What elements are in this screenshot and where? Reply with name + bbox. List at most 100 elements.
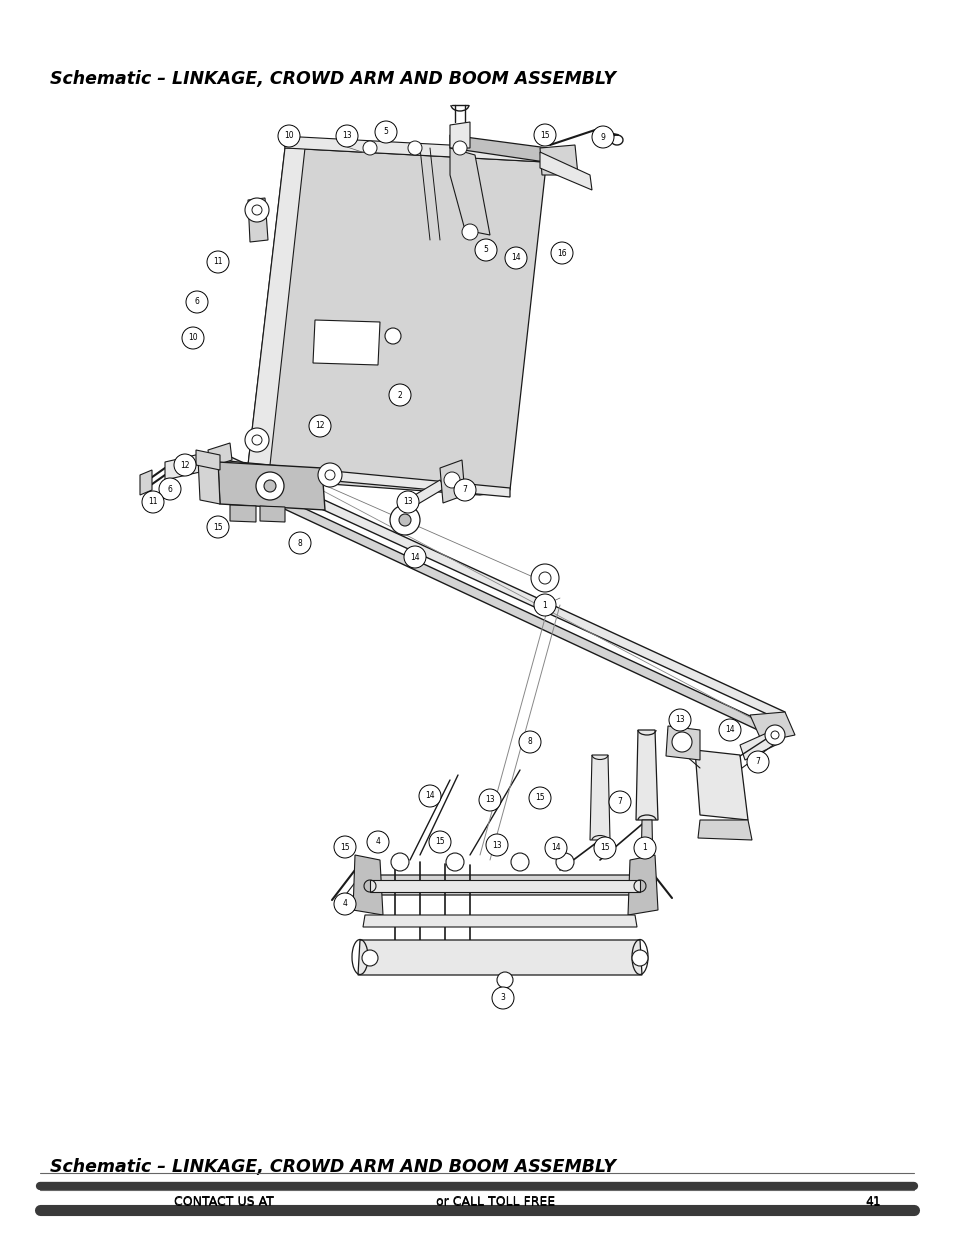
Circle shape [719,719,740,741]
Polygon shape [665,726,700,760]
Polygon shape [749,713,794,742]
Text: 15: 15 [599,844,609,852]
Circle shape [764,725,784,745]
Polygon shape [260,506,285,522]
Circle shape [159,478,181,500]
Text: 14: 14 [425,792,435,800]
Circle shape [391,853,409,871]
Circle shape [671,732,691,752]
Circle shape [453,141,467,156]
Circle shape [264,480,275,492]
Text: 4: 4 [375,837,380,846]
Polygon shape [695,750,747,820]
Text: 14: 14 [410,552,419,562]
Circle shape [511,853,529,871]
Circle shape [375,121,396,143]
Circle shape [277,125,299,147]
Circle shape [497,972,513,988]
Text: 1: 1 [642,844,647,852]
Polygon shape [214,459,510,496]
Text: 10: 10 [188,333,197,342]
Text: 16: 16 [557,248,566,258]
Text: 5: 5 [483,246,488,254]
Polygon shape [640,820,652,869]
Text: 41: 41 [864,1195,880,1209]
Circle shape [770,731,779,739]
Polygon shape [198,458,220,504]
Text: 15: 15 [213,522,223,531]
Polygon shape [740,727,781,760]
Circle shape [668,709,690,731]
Circle shape [529,787,551,809]
Circle shape [485,834,507,856]
Text: 15: 15 [539,131,549,140]
Text: 41: 41 [864,1195,880,1208]
Text: 9: 9 [600,132,605,142]
Text: 15: 15 [340,842,350,851]
Polygon shape [450,148,490,235]
Text: 7: 7 [462,485,467,494]
Circle shape [418,785,440,806]
Text: 13: 13 [403,498,413,506]
Text: 14: 14 [724,725,734,735]
Text: Schematic – LINKAGE, CROWD ARM AND BOOM ASSEMBLY: Schematic – LINKAGE, CROWD ARM AND BOOM … [50,70,616,88]
Text: 13: 13 [675,715,684,725]
Circle shape [634,837,656,860]
Circle shape [334,836,355,858]
Polygon shape [248,198,268,242]
Text: 5: 5 [383,127,388,137]
FancyBboxPatch shape [38,58,612,94]
Text: 11: 11 [213,258,222,267]
Text: 3: 3 [500,993,505,1003]
Circle shape [309,415,331,437]
Circle shape [182,327,204,350]
Circle shape [408,141,421,156]
Polygon shape [539,144,578,175]
Text: 13: 13 [485,795,495,804]
Text: 7: 7 [617,798,621,806]
Polygon shape [218,471,780,739]
Polygon shape [450,122,470,148]
Circle shape [252,435,262,445]
Circle shape [518,731,540,753]
Circle shape [289,532,311,555]
Polygon shape [363,915,637,927]
Polygon shape [248,148,305,466]
Text: 10: 10 [284,131,294,141]
Text: 13: 13 [492,841,501,850]
Polygon shape [214,452,226,478]
Polygon shape [218,462,325,510]
Polygon shape [357,940,641,974]
Text: CONTACT US AT: CONTACT US AT [174,1195,274,1209]
Polygon shape [195,450,220,471]
Text: 14: 14 [551,844,560,852]
Polygon shape [208,443,232,467]
Polygon shape [698,820,751,840]
Polygon shape [248,148,544,495]
Circle shape [446,853,463,871]
Text: 4: 4 [342,899,347,909]
Text: or CALL TOLL FREE: or CALL TOLL FREE [436,1195,555,1209]
Polygon shape [450,135,547,162]
Text: 12: 12 [314,421,324,431]
Circle shape [538,572,551,584]
Polygon shape [353,855,382,915]
Circle shape [475,240,497,261]
Polygon shape [627,855,658,915]
Circle shape [396,492,418,513]
Polygon shape [214,452,784,720]
Circle shape [367,831,389,853]
Circle shape [389,384,411,406]
Circle shape [252,205,262,215]
Circle shape [429,831,451,853]
Circle shape [385,329,400,345]
Polygon shape [439,459,464,503]
Text: 11: 11 [148,498,157,506]
Text: Schematic – LINKAGE, CROWD ARM AND BOOM ASSEMBLY: Schematic – LINKAGE, CROWD ARM AND BOOM … [50,1158,615,1177]
Circle shape [504,247,526,269]
Circle shape [335,125,357,147]
Text: 15: 15 [535,794,544,803]
Circle shape [544,837,566,860]
Text: 8: 8 [527,737,532,746]
Polygon shape [370,881,639,892]
